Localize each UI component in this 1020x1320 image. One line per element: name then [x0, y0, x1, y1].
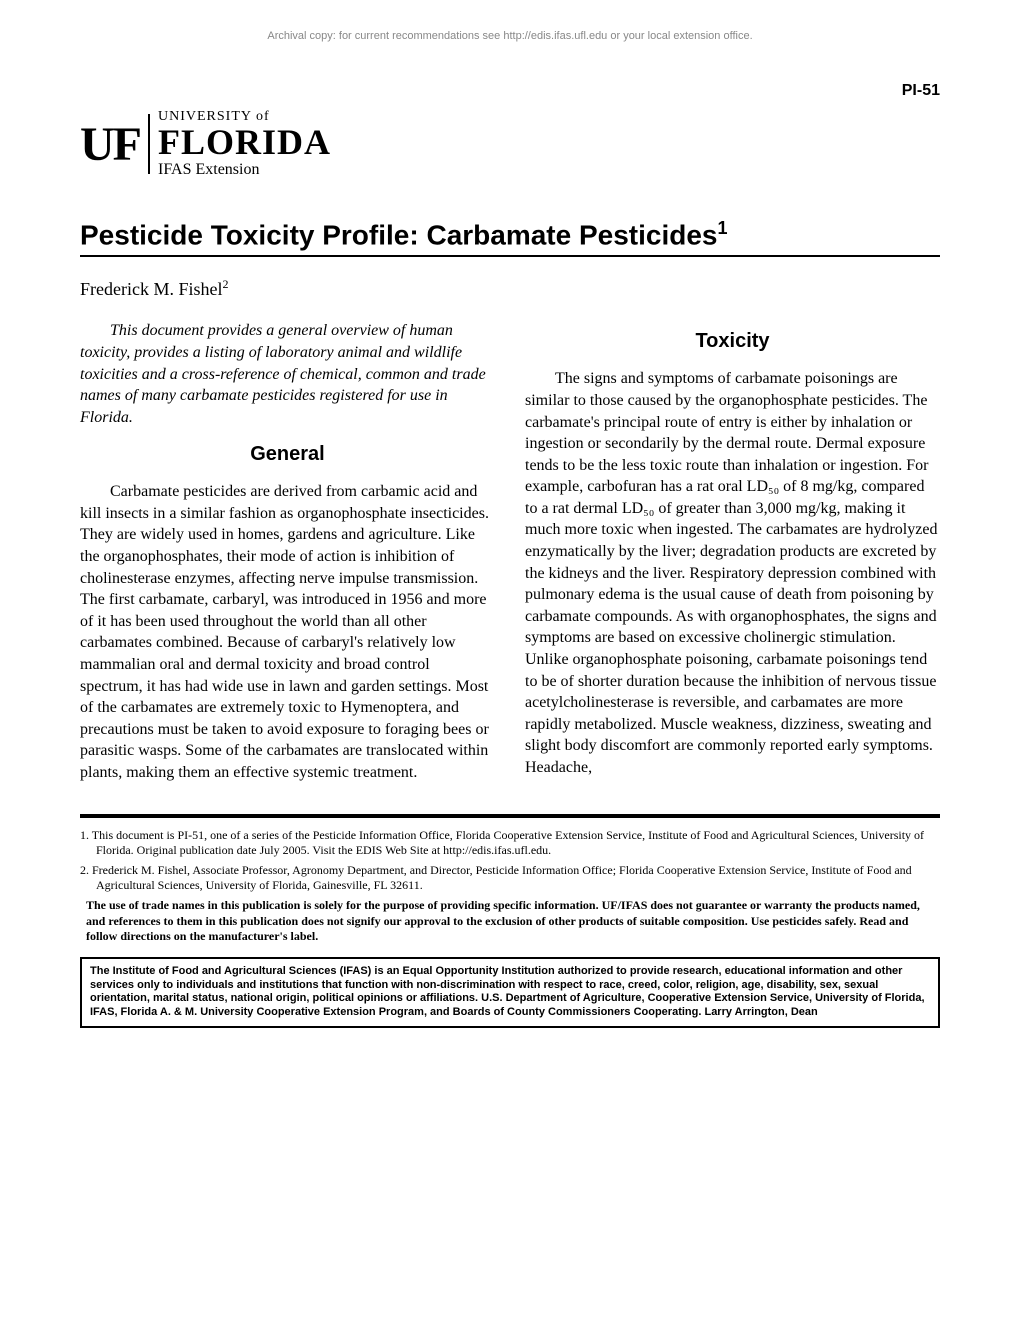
- title-text: Pesticide Toxicity Profile: Carbamate Pe…: [80, 219, 718, 250]
- footnote-1: 1. This document is PI-51, one of a seri…: [80, 828, 940, 859]
- footnotes-block: 1. This document is PI-51, one of a seri…: [80, 828, 940, 945]
- logo-divider: [148, 114, 150, 174]
- uf-logo-block: UF UNIVERSITY of FLORIDA IFAS Extension: [80, 110, 940, 178]
- author-name: Frederick M. Fishel: [80, 279, 222, 299]
- author-footnote-ref: 2: [222, 277, 228, 291]
- florida-text: FLORIDA: [158, 124, 331, 160]
- author-line: Frederick M. Fishel2: [80, 277, 940, 300]
- footnote-2: 2. Frederick M. Fishel, Associate Profes…: [80, 863, 940, 894]
- document-title: Pesticide Toxicity Profile: Carbamate Pe…: [80, 218, 940, 257]
- uf-logo-mark: UF: [80, 117, 140, 172]
- trade-name-disclaimer: The use of trade names in this publicati…: [80, 898, 940, 945]
- uf-logo-text: UNIVERSITY of FLORIDA IFAS Extension: [158, 110, 331, 178]
- footer-rule: [80, 814, 940, 818]
- right-column: Toxicity The signs and symptoms of carba…: [525, 320, 940, 783]
- left-column: This document provides a general overvie…: [80, 320, 495, 783]
- document-id: PI-51: [80, 82, 940, 100]
- archival-note: Archival copy: for current recommendatio…: [80, 30, 940, 42]
- toxicity-body: The signs and symptoms of carbamate pois…: [525, 368, 940, 778]
- title-footnote-ref: 1: [718, 218, 728, 238]
- intro-paragraph: This document provides a general overvie…: [80, 320, 495, 428]
- equal-opportunity-statement: The Institute of Food and Agricultural S…: [80, 957, 940, 1028]
- toxicity-heading: Toxicity: [525, 330, 940, 353]
- general-heading: General: [80, 443, 495, 466]
- ifas-extension-text: IFAS Extension: [158, 162, 331, 178]
- general-body: Carbamate pesticides are derived from ca…: [80, 481, 495, 783]
- content-columns: This document provides a general overvie…: [80, 320, 940, 783]
